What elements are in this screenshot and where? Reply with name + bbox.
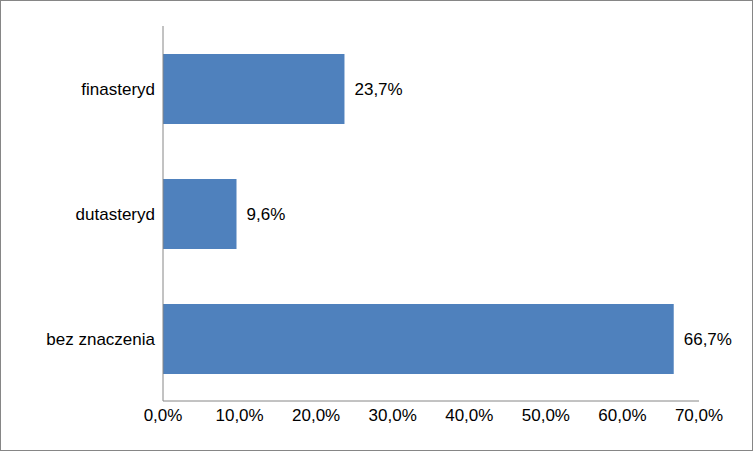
svg-text:10,0%: 10,0%	[215, 406, 263, 425]
svg-text:30,0%: 30,0%	[369, 406, 417, 425]
svg-text:50,0%: 50,0%	[522, 406, 570, 425]
svg-text:40,0%: 40,0%	[445, 406, 493, 425]
svg-text:20,0%: 20,0%	[292, 406, 340, 425]
svg-text:70,0%: 70,0%	[675, 406, 723, 425]
svg-text:60,0%: 60,0%	[598, 406, 646, 425]
svg-text:bez znaczenia: bez znaczenia	[46, 330, 155, 349]
svg-text:finasteryd: finasteryd	[81, 80, 155, 99]
svg-text:0,0%: 0,0%	[144, 406, 183, 425]
svg-text:dutasteryd: dutasteryd	[76, 205, 155, 224]
svg-text:66,7%: 66,7%	[684, 330, 732, 349]
svg-text:23,7%: 23,7%	[354, 80, 402, 99]
svg-text:9,6%: 9,6%	[247, 205, 286, 224]
